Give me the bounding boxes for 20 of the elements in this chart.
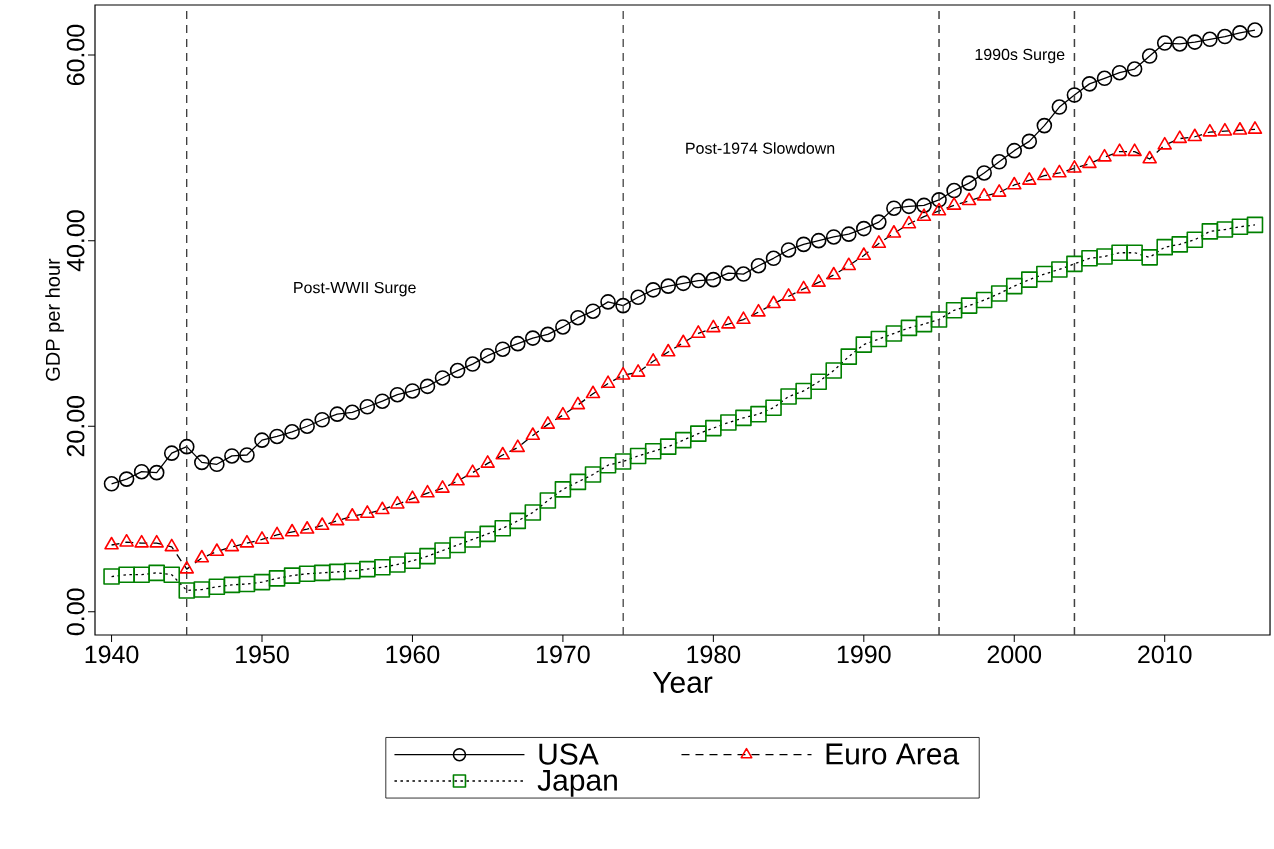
y-axis-title: GDP per hour <box>45 258 64 381</box>
y-tick-label: 20.00 <box>66 395 85 457</box>
x-tick-label: 1960 <box>386 645 440 664</box>
annotation: Post-1974 Slowdown <box>686 142 835 154</box>
x-tick-label: 1950 <box>236 645 289 664</box>
y-tick-label: 60.00 <box>66 24 85 86</box>
legend-label: USA <box>539 743 599 765</box>
y-tick-label: 40.00 <box>66 210 85 272</box>
x-axis-title: Year <box>652 672 713 694</box>
x-tick-label: 1940 <box>85 645 139 664</box>
legend-label: Japan <box>537 769 617 797</box>
legend-label: Euro Area <box>826 743 960 765</box>
x-tick-label: 2000 <box>987 645 1042 664</box>
x-tick-label: 2010 <box>1138 645 1192 664</box>
y-tick-label: 0.00 <box>66 588 85 636</box>
x-tick-label: 1980 <box>687 645 741 664</box>
annotation: 1990s Surge <box>975 48 1065 64</box>
x-tick-label: 1970 <box>536 645 590 664</box>
x-tick-label: 1990 <box>837 645 891 664</box>
annotation: Post-WWII Surge <box>294 281 416 297</box>
